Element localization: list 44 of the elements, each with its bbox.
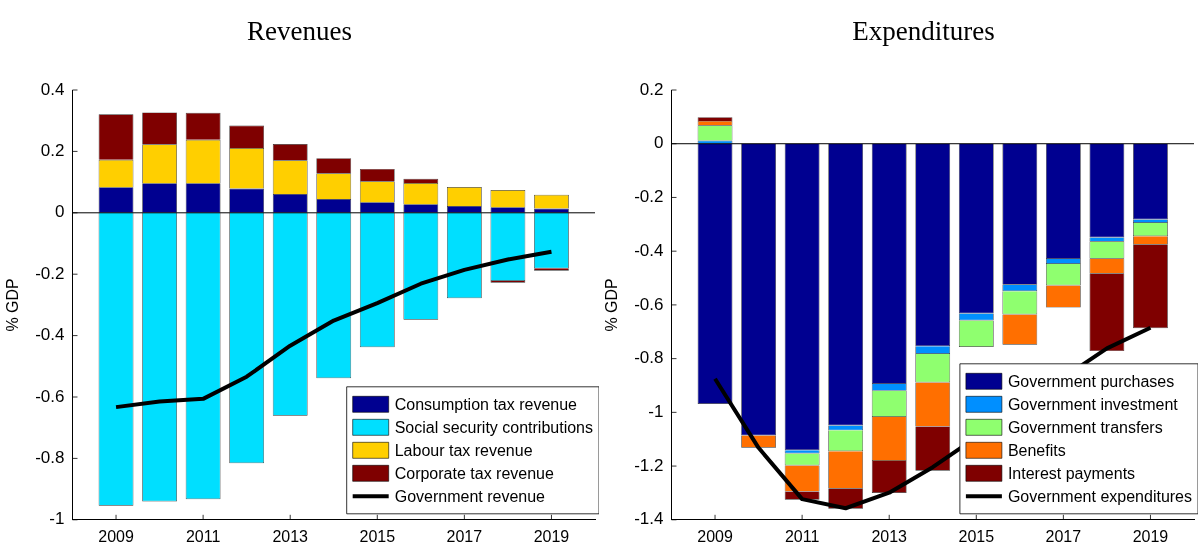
x-tick-label: 2009 — [697, 527, 733, 545]
y-tick-label: -0.4 — [35, 325, 65, 345]
x-tick-label: 2009 — [98, 527, 134, 545]
y-tick-label: 0 — [55, 202, 65, 222]
y-tick-label: 0.2 — [639, 79, 664, 99]
y-axis-title: % GDP — [603, 278, 621, 332]
x-tick-label: 2011 — [185, 527, 221, 545]
y-tick-label: -1.4 — [634, 509, 664, 529]
x-tick-label: 2013 — [871, 527, 908, 545]
y-tick-label: -0.8 — [35, 448, 65, 468]
y-tick-label: 0.4 — [40, 79, 65, 99]
chart-title: Revenues — [246, 15, 353, 48]
x-tick-label: 2019 — [1132, 527, 1169, 545]
y-axis-title: % GDP — [4, 278, 22, 332]
legend-label: Benefits — [1007, 441, 1066, 459]
chart-title: Expenditures — [851, 15, 996, 48]
legend-label: Labour tax revenue — [394, 441, 533, 459]
legend-label: Government purchases — [1007, 372, 1175, 390]
x-tick-label: 2019 — [533, 527, 570, 545]
legend-label: Social security contributions — [394, 418, 593, 436]
legend-label: Consumption tax revenue — [394, 395, 578, 413]
x-tick-label: 2013 — [272, 527, 309, 545]
x-tick-label: 2017 — [1045, 527, 1082, 545]
y-tick-label: 0 — [654, 133, 664, 153]
y-tick-label: -0.2 — [634, 187, 664, 207]
y-tick-label: 0.2 — [40, 141, 65, 161]
legend-label: Government transfers — [1007, 418, 1163, 436]
legend-label: Government investment — [1007, 395, 1179, 413]
legend-label: Government expenditures — [1007, 487, 1193, 505]
y-tick-label: -0.6 — [35, 386, 65, 406]
y-tick-label: -1 — [49, 509, 65, 529]
y-tick-label: -0.6 — [634, 294, 664, 314]
legend-label: Government revenue — [394, 487, 546, 505]
x-tick-label: 2015 — [958, 527, 995, 545]
y-tick-label: -1 — [648, 402, 664, 422]
legend-label: Corporate tax revenue — [394, 464, 554, 482]
legend-label: Interest payments — [1007, 464, 1136, 482]
y-tick-label: -0.2 — [35, 263, 65, 283]
y-tick-label: -0.4 — [634, 240, 664, 260]
x-tick-label: 2015 — [359, 527, 396, 545]
x-tick-label: 2017 — [446, 527, 483, 545]
y-tick-label: -1.2 — [634, 455, 664, 475]
y-tick-label: -0.8 — [634, 348, 664, 368]
x-tick-label: 2011 — [784, 527, 820, 545]
